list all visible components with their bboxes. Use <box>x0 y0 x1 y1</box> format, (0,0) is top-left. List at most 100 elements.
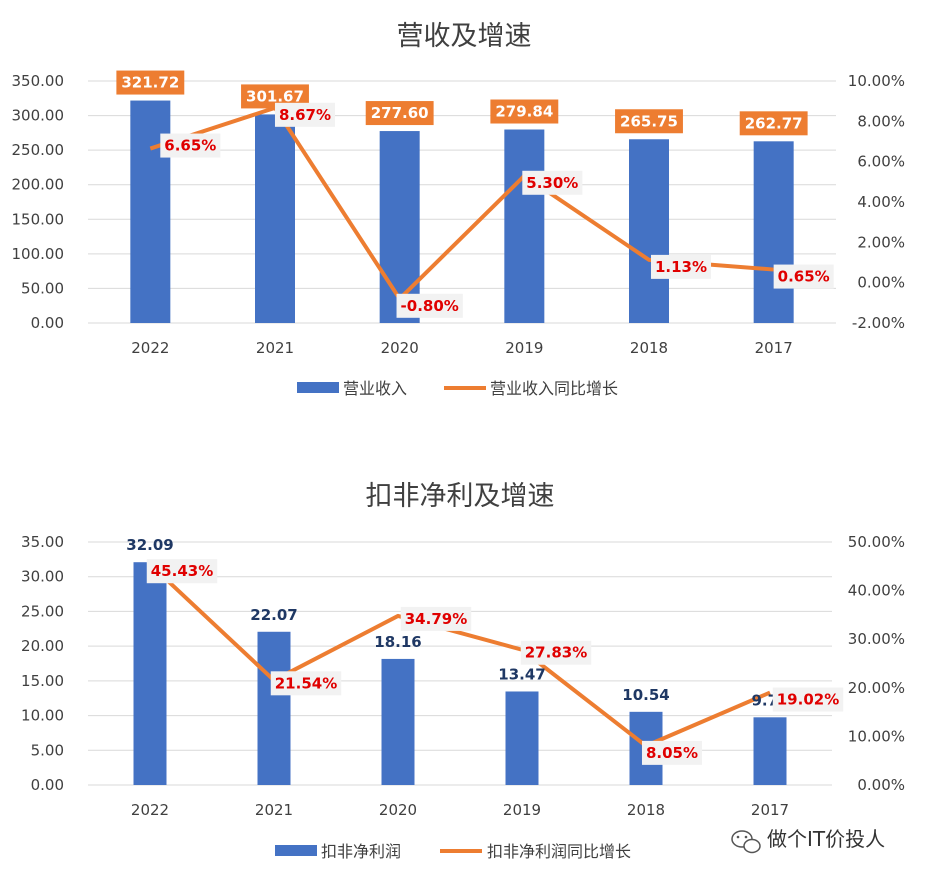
line-data-label: -0.80% <box>401 297 459 315</box>
y-tick-label: 150.00 <box>12 210 65 228</box>
line-data-label: 6.65% <box>164 137 216 155</box>
y2-tick-label: 2.00% <box>857 233 905 251</box>
line-data-label-box <box>146 559 218 584</box>
line-data-label-box <box>270 671 342 696</box>
x-axis: 2022 2021 2020 2019 2018 2017 <box>131 339 793 357</box>
line-data-labels: 6.65% 8.67% -0.80% 5.30% 1.13% 0.65% <box>160 102 834 318</box>
x-tick-label: 2021 <box>255 801 293 819</box>
y-tick-label: 100.00 <box>12 245 65 263</box>
x-tick-label: 2018 <box>630 339 668 357</box>
y2-tick-label: 40.00% <box>848 582 905 600</box>
x-tick-label: 2020 <box>379 801 417 819</box>
bar-series <box>130 100 794 324</box>
y2-tick-label: 0.00% <box>857 274 905 292</box>
y-tick-label: 300.00 <box>12 107 65 125</box>
bar <box>133 562 167 785</box>
bar-data-label-box <box>490 99 559 124</box>
y-tick-label: 0.00 <box>31 314 64 332</box>
bar <box>753 717 787 785</box>
y2-tick-label: 0.00% <box>857 776 905 794</box>
line-data-label-box <box>160 133 221 158</box>
line-data-label-box <box>773 264 834 289</box>
x-tick-label: 2017 <box>751 801 789 819</box>
revenue-chart: 营收及增速 0.00 50.00 100.00 150.00 200.00 250.00 3… <box>12 21 906 398</box>
y2-tick-label: 4.00% <box>857 193 905 211</box>
chart-title: 扣非净利及增速 <box>366 481 555 512</box>
line-data-label: 34.79% <box>405 610 467 628</box>
y-tick-label: 5.00 <box>31 741 64 759</box>
x-tick-label: 2020 <box>381 339 419 357</box>
bar <box>257 631 291 785</box>
legend: 扣非净利润 扣非净利润同比增长 <box>275 842 631 861</box>
legend-swatch-bar <box>297 382 339 393</box>
x-tick-label: 2017 <box>755 339 793 357</box>
line-data-label-box <box>274 102 336 127</box>
y2-tick-label: 6.00% <box>857 153 905 171</box>
y2-tick-label: 10.00% <box>848 72 905 90</box>
wechat-icon <box>731 830 761 854</box>
bar <box>379 131 420 323</box>
bar <box>381 658 415 785</box>
y-axis-right: 0.00% 10.00% 20.00% 30.00% 40.00% 50.00% <box>848 533 905 794</box>
bar <box>753 141 794 323</box>
bar-data-label: 321.72 <box>121 74 179 92</box>
line-data-label-box <box>641 740 703 765</box>
y-tick-label: 30.00 <box>21 568 64 586</box>
x-tick-label: 2021 <box>256 339 294 357</box>
y-tick-label: 200.00 <box>12 176 65 194</box>
y-tick-label: 10.00 <box>21 707 64 725</box>
bar <box>255 114 295 323</box>
y-tick-label: 0.00 <box>31 776 64 794</box>
x-tick-label: 2022 <box>131 339 169 357</box>
bar-data-label: 277.60 <box>371 104 429 122</box>
gridlines <box>88 80 836 324</box>
bar-series <box>133 562 787 785</box>
line-data-label-box <box>520 640 592 665</box>
line-data-label: 19.02% <box>777 691 839 709</box>
bar-data-label: 32.09 <box>126 536 173 554</box>
legend-swatch-bar <box>275 845 317 856</box>
y-tick-label: 35.00 <box>21 533 64 551</box>
net-profit-chart: 扣非净利及增速 0.00 5.00 10.00 15.00 20.00 25.00 30.0… <box>21 481 905 861</box>
line-data-label-box <box>400 606 472 631</box>
watermark: 做个IT价投人 <box>731 827 885 854</box>
line-data-label: 5.30% <box>526 174 578 192</box>
bar <box>629 139 669 323</box>
bar-data-label: 22.07 <box>250 606 297 624</box>
x-axis: 2022 2021 2020 2019 2018 2017 <box>131 801 789 819</box>
chart-title: 营收及增速 <box>397 21 532 52</box>
growth-line <box>148 562 771 748</box>
x-tick-label: 2022 <box>131 801 169 819</box>
y-tick-label: 25.00 <box>21 602 64 620</box>
y-axis-right: -2.00% 0.00% 2.00% 4.00% 6.00% 8.00% 10.00% <box>848 72 905 332</box>
y2-tick-label: 20.00% <box>848 679 905 697</box>
y-tick-label: 350.00 <box>12 72 65 90</box>
line-data-label: 0.65% <box>778 268 830 286</box>
legend: 营业收入 营业收入同比增长 <box>297 379 618 398</box>
line-data-label: 27.83% <box>525 644 587 662</box>
bar <box>505 691 539 785</box>
bar-data-label-box <box>615 109 683 134</box>
legend-label-line: 扣非净利润同比增长 <box>487 842 631 861</box>
y2-tick-label: 30.00% <box>848 630 905 648</box>
legend-label-bar: 扣非净利润 <box>321 842 401 861</box>
bar-data-labels: 321.72 301.67 277.60 279.84 265.75 262.77 <box>116 70 808 136</box>
y-axis-left: 0.00 50.00 100.00 150.00 200.00 250.00 300.00 3… <box>12 72 65 332</box>
x-tick-label: 2019 <box>505 339 543 357</box>
x-tick-label: 2018 <box>627 801 665 819</box>
bar-data-label-box <box>116 70 185 95</box>
y-tick-label: 20.00 <box>21 637 64 655</box>
y-axis-left: 0.00 5.00 10.00 15.00 20.00 25.00 30.00 35.00 <box>21 533 64 794</box>
line-series <box>148 562 771 748</box>
line-data-label: 8.67% <box>279 106 331 124</box>
line-data-label: 21.54% <box>275 674 337 692</box>
y2-tick-label: 50.00% <box>848 533 905 551</box>
x-tick-label: 2019 <box>503 801 541 819</box>
line-data-labels: 45.43% 21.54% 34.79% 27.83% 8.05% 19.02% <box>146 559 844 765</box>
line-data-label-box <box>396 293 463 318</box>
bar-data-label: 13.47 <box>498 665 545 683</box>
legend-label-bar: 营业收入 <box>343 379 407 398</box>
y2-tick-label: 8.00% <box>857 112 905 130</box>
